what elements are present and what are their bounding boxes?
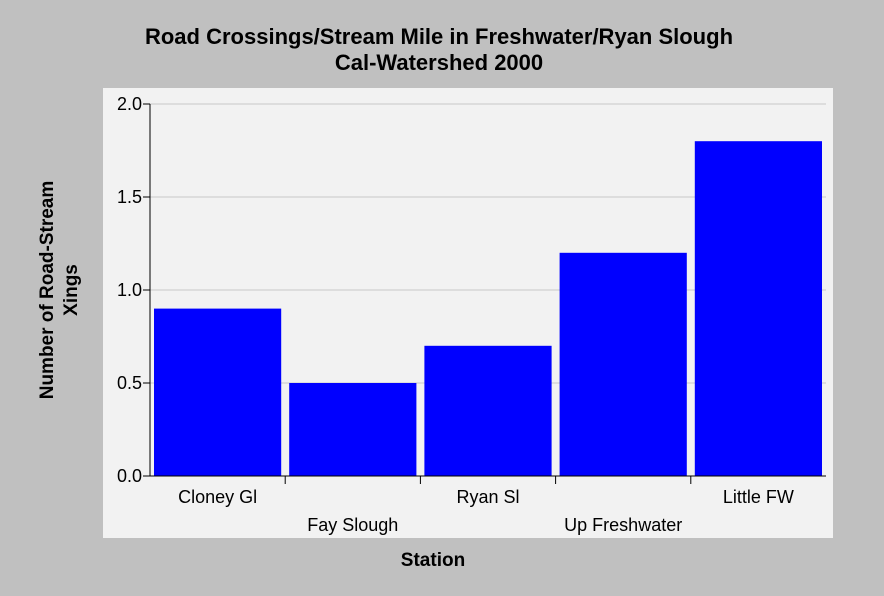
tick-labels: 0.0 0.5 1.0 1.5 2.0 Cloney Gl Fay Slough Ryan S…	[117, 94, 794, 535]
bar	[289, 383, 417, 476]
bars	[154, 141, 822, 476]
y-tick-label: 1.5	[117, 187, 142, 207]
x-tick-label: Little FW	[723, 487, 794, 507]
x-tick-label: Up Freshwater	[564, 515, 682, 535]
y-axis-title: Number of Road-Stream Xings	[37, 181, 82, 400]
x-tick-label: Cloney Gl	[178, 487, 257, 507]
y-tick-label: 1.0	[117, 280, 142, 300]
y-tick-label: 0.0	[117, 466, 142, 486]
bar	[154, 308, 282, 476]
bar	[424, 345, 552, 476]
y-axis-title-line-1: Number of Road-Stream	[37, 181, 58, 400]
x-tick-label: Fay Slough	[307, 515, 398, 535]
bar	[694, 141, 822, 476]
y-axis-title-line-2: Xings	[61, 264, 82, 316]
y-tick-label: 0.5	[117, 373, 142, 393]
x-tick-label: Ryan Sl	[456, 487, 519, 507]
y-tick-label: 2.0	[117, 94, 142, 114]
chart-title: Road Crossings/Stream Mile in Freshwater…	[145, 24, 733, 49]
x-axis-title: Station	[401, 550, 465, 571]
axes	[143, 103, 826, 484]
bar	[559, 252, 687, 476]
chart-subtitle: Cal-Watershed 2000	[335, 50, 543, 75]
